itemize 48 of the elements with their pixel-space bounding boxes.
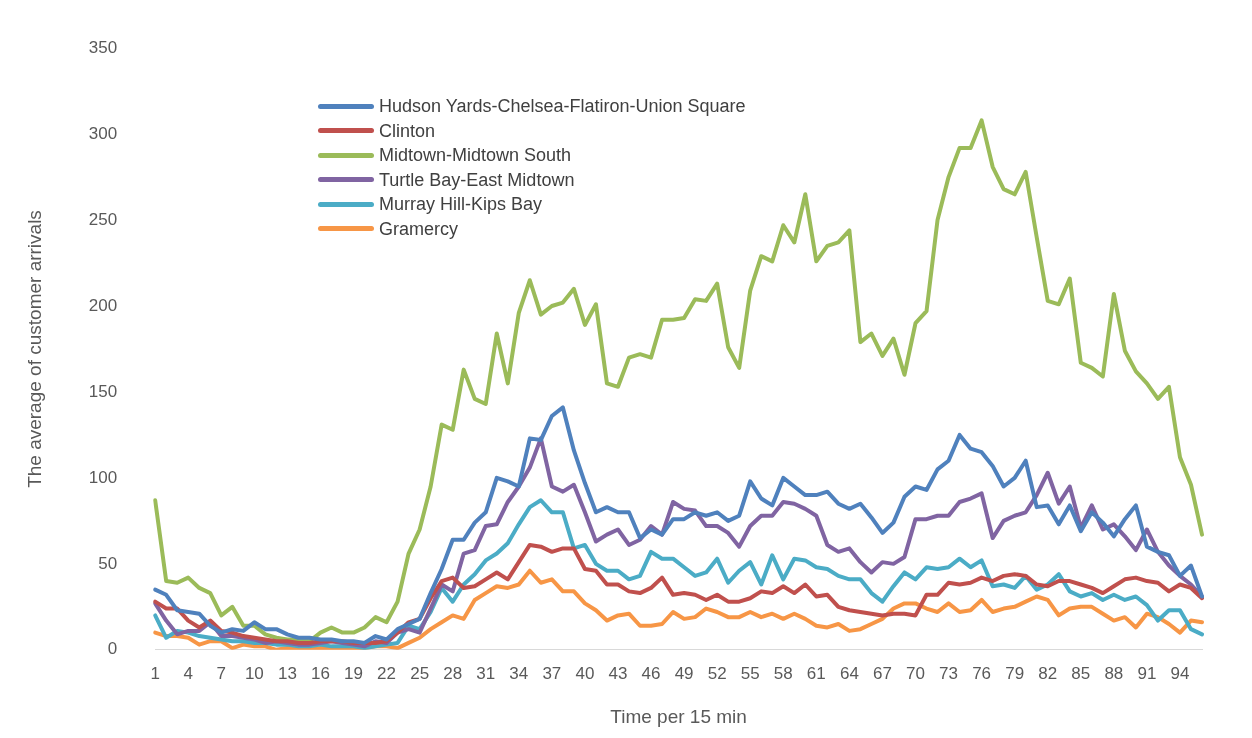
x-tick-label: 22 — [377, 663, 397, 683]
y-tick-label: 300 — [88, 123, 118, 143]
x-tick-label: 91 — [1137, 663, 1157, 683]
x-tick-label: 79 — [1005, 663, 1025, 683]
x-tick-label: 67 — [872, 663, 892, 683]
x-tick-label: 40 — [575, 663, 595, 683]
y-tick-label: 350 — [88, 37, 118, 57]
x-tick-label: 85 — [1071, 663, 1091, 683]
x-tick-label: 55 — [740, 663, 760, 683]
y-tick-label: 0 — [107, 639, 118, 659]
x-tick-label: 43 — [608, 663, 628, 683]
x-tick-label: 1 — [150, 663, 160, 683]
x-tick-label: 94 — [1170, 663, 1190, 683]
x-tick-label: 10 — [244, 663, 264, 683]
x-tick-label: 4 — [183, 663, 193, 683]
y-tick-label: 200 — [88, 295, 118, 315]
legend-label: Gramercy — [379, 217, 459, 241]
x-tick-label: 52 — [707, 663, 727, 683]
legend-label: Hudson Yards-Chelsea-Flatiron-Union Square — [379, 95, 746, 118]
y-axis-title: The average of customer arrivals — [23, 210, 45, 488]
x-tick-label: 34 — [509, 663, 529, 683]
x-tick-label: 76 — [972, 663, 992, 683]
y-tick-label: 100 — [88, 467, 118, 487]
y-tick-label: 50 — [98, 553, 118, 573]
x-tick-label: 25 — [410, 663, 430, 683]
legend-label: Turtle Bay-East Midtown — [379, 168, 575, 192]
x-tick-label: 16 — [310, 663, 330, 683]
x-tick-label: 73 — [939, 663, 959, 683]
x-tick-label: 7 — [216, 663, 227, 683]
x-tick-label: 37 — [542, 663, 562, 683]
legend-label: Murray Hill-Kips Bay — [379, 193, 543, 216]
legend-label: Clinton — [379, 119, 436, 143]
x-tick-label: 19 — [344, 663, 363, 683]
x-tick-label: 58 — [773, 663, 793, 683]
x-tick-label: 61 — [806, 663, 826, 683]
x-tick-label: 70 — [906, 663, 925, 683]
x-tick-label: 28 — [443, 663, 463, 683]
x-tick-label: 88 — [1104, 663, 1124, 683]
x-tick-label: 49 — [674, 663, 694, 683]
y-tick-label: 250 — [88, 209, 118, 229]
x-tick-label: 31 — [476, 663, 496, 683]
legend-label: Midtown-Midtown South — [379, 144, 572, 167]
x-tick-label: 64 — [839, 663, 859, 683]
x-axis-title: Time per 15 min — [610, 705, 747, 727]
y-tick-label: 150 — [88, 381, 118, 401]
x-tick-label: 82 — [1038, 663, 1058, 683]
x-tick-label: 13 — [277, 663, 297, 683]
x-tick-label: 46 — [641, 663, 661, 683]
